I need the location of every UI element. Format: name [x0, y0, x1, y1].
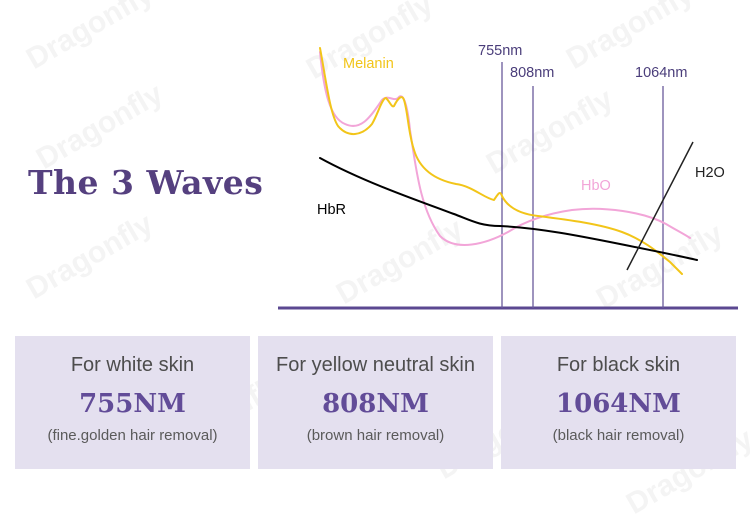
- card-wavelength: 808NM: [322, 389, 429, 419]
- melanin-label: Melanin: [343, 56, 394, 72]
- wavelength-label-808: 808nm: [510, 65, 554, 81]
- melanin-curve: [319, 47, 683, 275]
- h2o-label: H2O: [695, 165, 725, 181]
- hbr-label: HbR: [317, 202, 346, 218]
- page-title: The 3 Waves: [28, 163, 264, 202]
- wavelength-label-1064: 1064nm: [635, 65, 687, 81]
- card-white-skin: For white skin 755NM (fine.golden hair r…: [15, 336, 250, 469]
- h2o-line: [626, 141, 694, 271]
- card-wavelength: 755NM: [79, 389, 186, 419]
- card-note: (fine.golden hair removal): [47, 427, 218, 444]
- hbr-curve: [319, 157, 698, 261]
- hbo-label: HbO: [581, 178, 611, 194]
- card-subject: For yellow neutral skin: [276, 354, 475, 376]
- card-subject: For black skin: [556, 354, 681, 376]
- card-subject: For white skin: [70, 354, 195, 376]
- absorption-diagram: 755nm 808nm 1064nm Melanin HbO HbR H2O: [278, 43, 738, 310]
- wavelength-label-755: 755nm: [478, 43, 522, 59]
- card-note: (brown hair removal): [306, 427, 445, 444]
- card-yellow-neutral-skin: For yellow neutral skin 808NM (brown hai…: [258, 336, 493, 469]
- card-black-skin: For black skin 1064NM (black hair remova…: [501, 336, 736, 469]
- card-note: (black hair removal): [552, 427, 685, 444]
- hbo-curve: [319, 51, 691, 246]
- card-wavelength: 1064NM: [556, 389, 681, 419]
